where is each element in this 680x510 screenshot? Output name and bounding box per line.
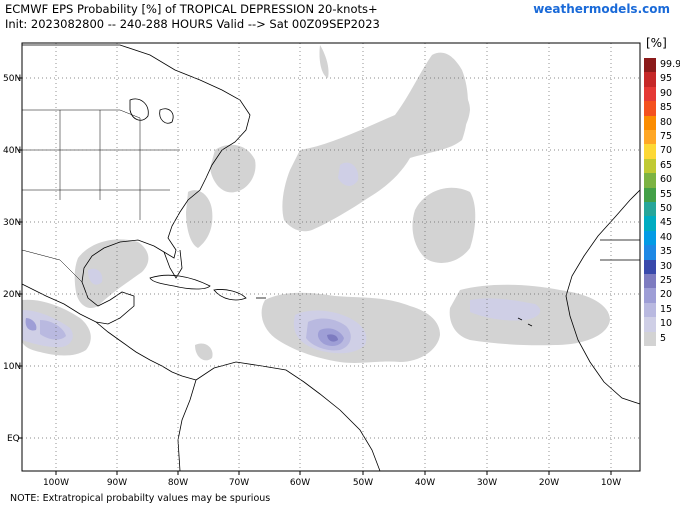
lon-label-100: 100W: [43, 478, 69, 488]
legend-swatch: [644, 86, 656, 102]
legend-label: 90: [660, 87, 673, 99]
swath-us-east-coast: [210, 144, 256, 193]
swath-pacific-20: [25, 318, 37, 331]
legend-unit: [%]: [646, 36, 667, 50]
coastlines: [21, 44, 641, 472]
legend-swatch: [644, 158, 656, 174]
lat-label-20: 20N: [3, 290, 21, 300]
lon-label-40: 40W: [415, 478, 435, 488]
legend-label: 60: [660, 174, 673, 186]
swath-north-atlantic: [282, 52, 468, 232]
lon-labels: 100W 90W 80W 70W 60W 50W 40W 30W 20W 10W: [43, 478, 621, 488]
lon-label-10: 10W: [601, 478, 621, 488]
lon-label-50: 50W: [353, 478, 373, 488]
lon-label-60: 60W: [290, 478, 310, 488]
legend-label: 75: [660, 131, 673, 142]
legend-label: 55: [660, 188, 673, 200]
legend-swatch: [644, 302, 656, 318]
borders: [21, 109, 180, 283]
legend-swatch: [644, 245, 656, 260]
legend-label: 50: [660, 203, 673, 214]
legend-label: 70: [660, 145, 673, 157]
swath-pacific-15: [40, 320, 66, 340]
coast-florida: [163, 249, 183, 279]
legend-label: 40: [660, 231, 673, 243]
legend-swatch: [644, 130, 656, 145]
lat-label-eq: EQ: [7, 434, 20, 444]
legend-label: 10: [660, 318, 673, 330]
swath-mdr-25: [327, 334, 338, 342]
legend-label: 35: [660, 246, 673, 258]
legend-swatch: [644, 202, 656, 217]
lon-label-20: 20W: [539, 478, 559, 488]
swath-far-northwest: [319, 45, 329, 78]
lat-label-50: 50N: [3, 74, 21, 84]
coast-cuba: [149, 274, 211, 290]
legend-swatch: [644, 317, 656, 332]
legend-swatch: [644, 331, 656, 346]
legend-label: 45: [660, 217, 673, 229]
coast-africa: [565, 189, 641, 405]
lat-label-10: 10N: [3, 362, 21, 372]
coast-central-america: [95, 321, 197, 381]
legend-label: 25: [660, 275, 673, 286]
init-valid-line: Init: 2023082800 -- 240-288 HOURS Valid …: [5, 17, 380, 31]
legend-swatch: [644, 216, 656, 231]
swath-gulf-10: [88, 268, 103, 285]
legend-swatch: [644, 274, 656, 289]
lat-grid: [22, 77, 640, 439]
lat-label-30: 30N: [3, 218, 21, 228]
border-us-states: [22, 110, 180, 220]
legend-swatch: [644, 230, 656, 246]
lon-label-90: 90W: [107, 478, 127, 488]
legend-swatch: [644, 144, 656, 159]
coast-cape-verde: [517, 317, 533, 327]
brand-logo-text[interactable]: weathermodels.com: [533, 2, 670, 16]
lon-label-80: 80W: [168, 478, 188, 488]
footer-note: NOTE: Extratropical probabilty values ma…: [10, 493, 271, 504]
legend-label: 95: [660, 73, 673, 85]
legend-label: 85: [660, 102, 673, 114]
legend-swatch: [644, 72, 656, 87]
legend-label: 30: [660, 260, 673, 272]
legend-swatch: [644, 58, 656, 73]
coast-south-america: [177, 361, 381, 472]
coast-north-america: [21, 44, 251, 325]
swath-gulf: [74, 239, 149, 309]
legend-label: 99.9: [660, 59, 680, 70]
map-frame: [21, 42, 641, 472]
lat-label-40: 40N: [3, 146, 21, 156]
probability-shading-higher: [22, 162, 541, 354]
coast-hispaniola: [213, 289, 247, 301]
border-us-canada: [22, 109, 141, 119]
legend-label: 15: [660, 303, 673, 315]
legend-label: 5: [660, 332, 667, 344]
legend-swatch: [644, 187, 656, 202]
lon-grid: [55, 43, 612, 471]
legend-swatch: [644, 101, 656, 116]
legend-label: 80: [660, 116, 673, 128]
swath-caribbean-small: [195, 343, 213, 361]
swath-northeast: [437, 79, 470, 136]
coast-africa-inner: [600, 239, 640, 261]
legend-label: 65: [660, 159, 673, 171]
legend-label: 20: [660, 289, 673, 301]
legend-swatch: [644, 259, 656, 274]
swath-cv-10: [470, 298, 541, 321]
swath-east-atlantic: [412, 187, 476, 263]
legend-swatch: [644, 115, 656, 130]
chart-title: ECMWF EPS Probability [%] of TROPICAL DE…: [5, 2, 378, 16]
lat-labels: 50N 40N 30N 20N 10N EQ: [3, 74, 21, 444]
axis-ticks: [18, 77, 612, 475]
swath-north-10: [338, 162, 359, 186]
legend-swatch: [644, 173, 656, 188]
lon-label-70: 70W: [229, 478, 249, 488]
legend-swatch: [644, 288, 656, 303]
lon-label-30: 30W: [477, 478, 497, 488]
swath-carolina: [186, 190, 213, 248]
border-mexico: [21, 249, 83, 283]
